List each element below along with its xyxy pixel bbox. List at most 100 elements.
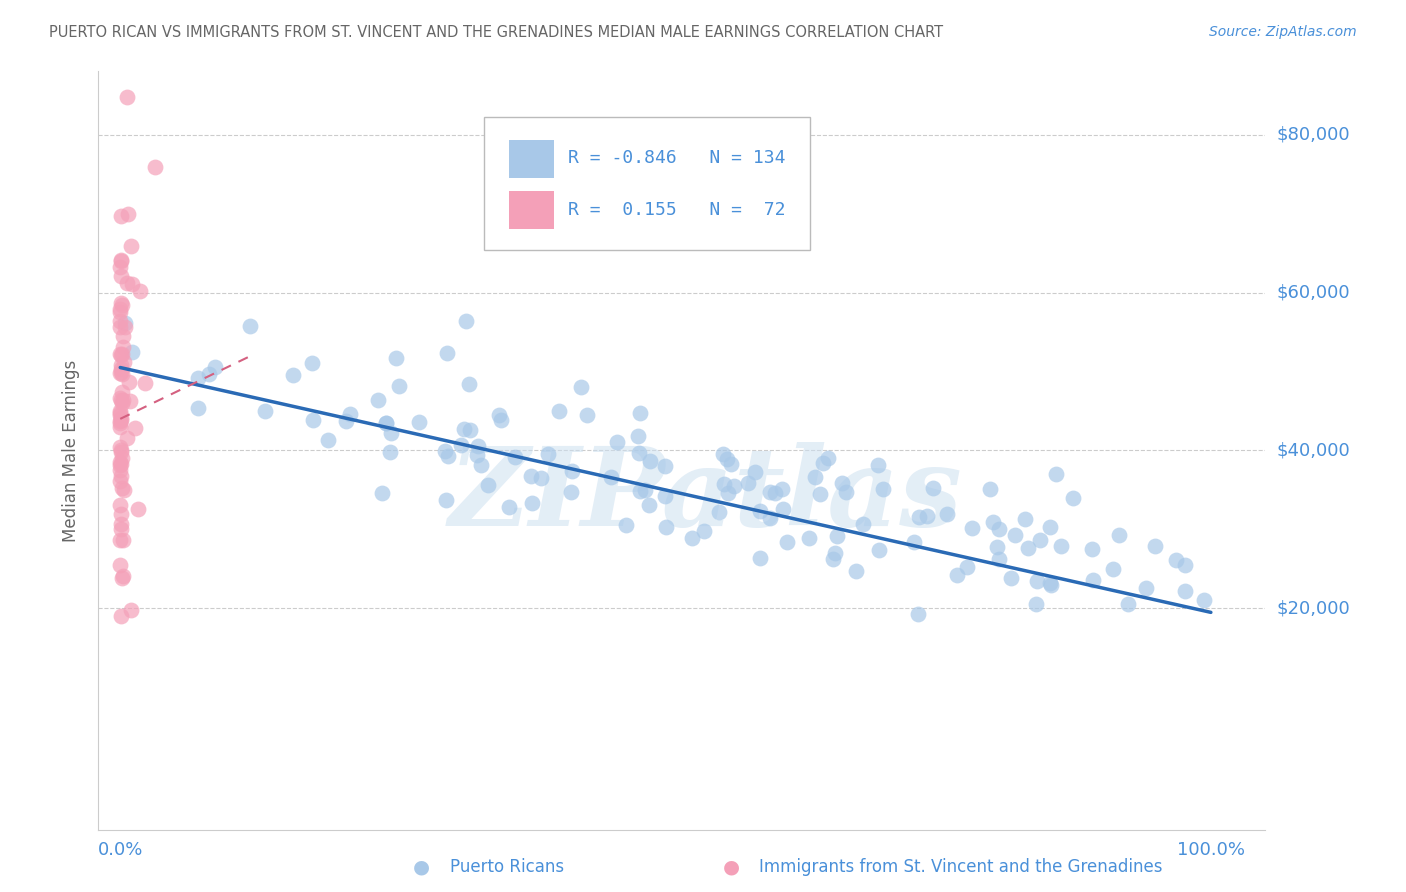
Text: R = -0.846   N = 134: R = -0.846 N = 134 — [568, 149, 785, 167]
Point — [437, 449, 460, 463]
Point — [503, 450, 526, 464]
Point — [110, 455, 132, 469]
Point — [717, 486, 740, 500]
Point — [110, 420, 132, 434]
Point — [817, 451, 839, 466]
Text: Puerto Ricans: Puerto Ricans — [450, 858, 564, 876]
Point — [112, 483, 135, 497]
Point — [110, 558, 132, 573]
Point — [1004, 528, 1026, 542]
Point — [1017, 541, 1039, 556]
Point — [380, 425, 402, 440]
Point — [111, 571, 134, 585]
Point — [115, 432, 138, 446]
Point — [799, 531, 821, 545]
Point — [824, 546, 846, 560]
Point — [987, 522, 1010, 536]
Point — [519, 468, 541, 483]
Point — [946, 567, 969, 582]
Point — [204, 359, 226, 374]
Point — [758, 485, 780, 500]
Point — [434, 493, 457, 508]
Point — [723, 479, 745, 493]
Point — [454, 314, 477, 328]
Point — [1101, 561, 1123, 575]
Point — [114, 320, 136, 334]
Point — [713, 476, 735, 491]
Text: ●: ● — [413, 857, 430, 877]
Text: $80,000: $80,000 — [1277, 126, 1350, 144]
Point — [627, 429, 650, 443]
Point — [845, 564, 868, 578]
Point — [110, 468, 132, 483]
Point — [111, 392, 134, 407]
Point — [835, 484, 858, 499]
Point — [408, 415, 430, 429]
Point — [433, 443, 456, 458]
Point — [111, 347, 134, 361]
Point — [907, 607, 929, 622]
Point — [110, 457, 132, 471]
Point — [388, 379, 411, 393]
Point — [460, 423, 482, 437]
Point — [110, 516, 132, 531]
Point — [1081, 542, 1104, 557]
Point — [1040, 578, 1063, 592]
Point — [1045, 467, 1067, 481]
Point — [112, 569, 135, 583]
Point — [110, 365, 132, 379]
Point — [1014, 511, 1036, 525]
Point — [110, 314, 132, 328]
Point — [110, 408, 132, 422]
Point — [318, 433, 340, 447]
Point — [118, 376, 141, 390]
Point — [384, 351, 406, 365]
Point — [111, 329, 134, 343]
Point — [110, 358, 132, 372]
Point — [960, 520, 983, 534]
Point — [110, 305, 132, 319]
Point — [560, 485, 582, 500]
Point — [110, 522, 132, 536]
Point — [110, 348, 132, 362]
Point — [536, 447, 558, 461]
Point — [1025, 597, 1047, 611]
Point — [110, 414, 132, 428]
Point — [111, 367, 134, 381]
Point — [110, 507, 132, 521]
Point — [110, 440, 132, 454]
Point — [111, 481, 134, 495]
Point — [374, 416, 396, 430]
Point — [134, 376, 156, 390]
Point — [744, 465, 766, 479]
Point — [111, 340, 134, 354]
Point — [367, 392, 389, 407]
Point — [749, 504, 772, 518]
Point — [709, 504, 731, 518]
Point — [110, 254, 132, 268]
Point — [599, 470, 621, 484]
Text: $60,000: $60,000 — [1277, 284, 1350, 301]
Point — [335, 414, 357, 428]
Point — [127, 502, 149, 516]
FancyBboxPatch shape — [484, 117, 810, 250]
Point — [110, 404, 132, 418]
Point — [986, 540, 1008, 554]
Point — [115, 90, 138, 104]
Point — [110, 362, 132, 376]
Text: Immigrants from St. Vincent and the Grenadines: Immigrants from St. Vincent and the Gren… — [759, 858, 1163, 876]
Point — [1116, 597, 1139, 611]
Point — [907, 509, 929, 524]
Point — [124, 421, 146, 435]
Point — [110, 260, 132, 275]
Point — [114, 316, 136, 330]
Point — [981, 516, 1004, 530]
Point — [548, 404, 571, 418]
Point — [1026, 574, 1049, 589]
Point — [110, 458, 132, 472]
Point — [614, 517, 637, 532]
Point — [110, 366, 132, 380]
Point — [1174, 558, 1197, 572]
Text: PUERTO RICAN VS IMMIGRANTS FROM ST. VINCENT AND THE GRENADINES MEDIAN MALE EARNI: PUERTO RICAN VS IMMIGRANTS FROM ST. VINC… — [49, 25, 943, 40]
Point — [117, 207, 139, 221]
